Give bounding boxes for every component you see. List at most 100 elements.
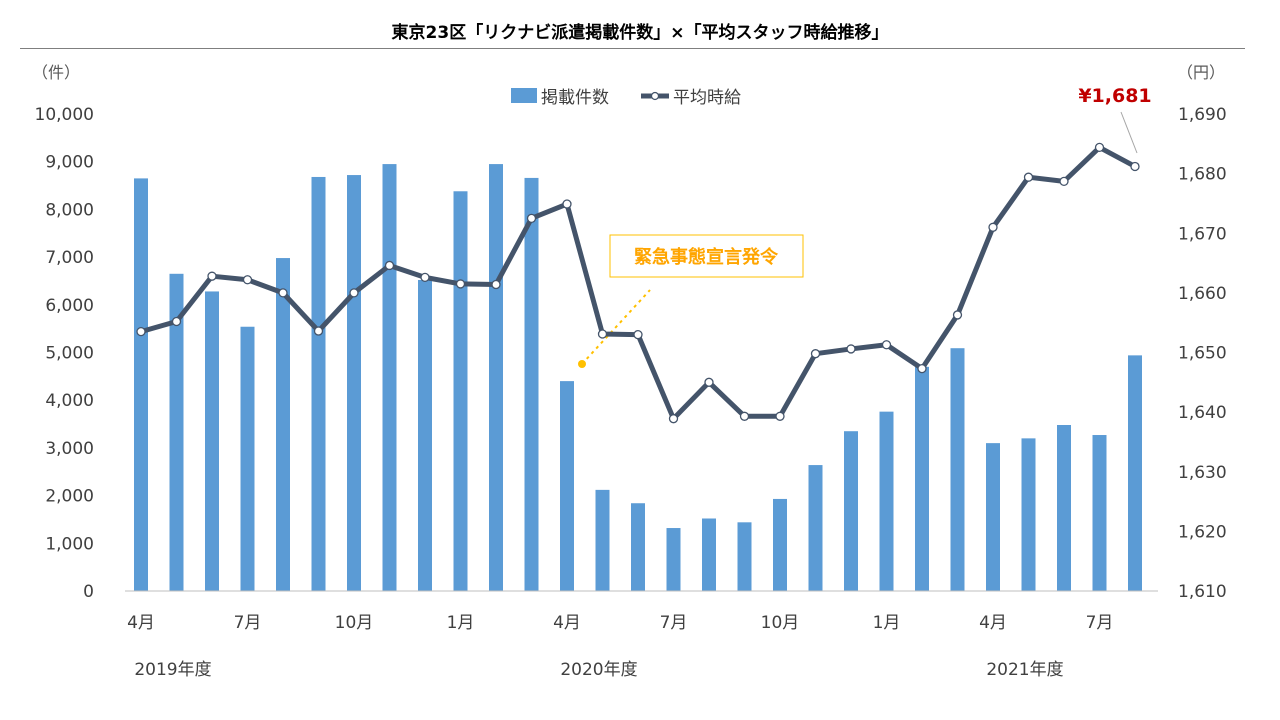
bar — [986, 443, 1000, 591]
wage-point — [1094, 142, 1105, 153]
bar — [1021, 438, 1036, 591]
wage-point — [171, 316, 182, 327]
left-axis-unit: （件） — [32, 63, 80, 82]
month-tick-label: 4月 — [127, 613, 155, 633]
right-axis-tick-label: 1,690 — [1178, 105, 1227, 125]
bar — [524, 177, 539, 591]
wage-point — [136, 326, 146, 337]
legend-bar-swatch — [511, 88, 537, 103]
left-axis-tick-label: 2,000 — [45, 487, 94, 507]
month-tick-label: 7月 — [1086, 613, 1114, 633]
right-axis-tick-label: 1,660 — [1178, 284, 1227, 304]
wage-line — [138, 144, 1138, 422]
bar — [453, 191, 468, 592]
latest-wage-annotation: ¥1,681 — [1078, 85, 1152, 154]
emergency-leader-dot — [578, 360, 586, 368]
legend: 掲載件数 平均時給 — [511, 88, 741, 108]
bar — [773, 498, 787, 591]
bar — [347, 175, 361, 591]
wage-point — [668, 414, 679, 424]
emergency-callout-text: 緊急事態宣言発令 — [634, 246, 779, 268]
bar — [311, 176, 326, 592]
wage-point — [881, 340, 892, 350]
bar — [915, 366, 929, 591]
wage-point — [1023, 172, 1034, 182]
right-axis-tick-label: 1,620 — [1178, 522, 1227, 542]
bar — [595, 489, 610, 591]
month-tick-label: 7月 — [660, 613, 688, 633]
wage-point — [704, 377, 714, 387]
emergency-leader-line — [581, 289, 651, 365]
wage-point — [455, 279, 466, 289]
right-axis-tick-label: 1,630 — [1178, 463, 1227, 483]
wage-point — [313, 326, 324, 336]
left-axis-tick-label: 8,000 — [45, 200, 94, 220]
bar — [382, 164, 397, 591]
wage-point — [846, 344, 856, 354]
bar — [560, 381, 574, 591]
left-axis-tick-label: 9,000 — [45, 153, 94, 173]
wage-point — [633, 329, 643, 340]
wage-point — [242, 275, 253, 285]
left-axis-tick-label: 1,000 — [45, 534, 94, 554]
bar — [169, 273, 184, 591]
bar — [276, 258, 290, 591]
wage-point — [420, 272, 430, 283]
bar — [240, 326, 255, 591]
bar — [418, 279, 432, 591]
month-tick-label: 10月 — [761, 613, 800, 633]
right-axis-tick-label: 1,650 — [1178, 344, 1227, 364]
wage-point — [526, 213, 537, 223]
bar — [1092, 435, 1107, 591]
bar — [205, 291, 219, 591]
month-tick-label: 1月 — [873, 613, 901, 633]
right-axis-tick-label: 1,670 — [1178, 224, 1227, 244]
wage-point — [775, 411, 785, 421]
wage-point — [278, 288, 288, 298]
left-axis-tick-label: 3,000 — [45, 439, 94, 459]
left-axis-tick-label: 5,000 — [45, 344, 94, 364]
title-divider — [20, 48, 1245, 49]
bar — [1057, 425, 1071, 591]
left-axis-tick-label: 10,000 — [35, 105, 94, 125]
right-axis-unit: （円） — [1177, 63, 1225, 82]
wage-point — [562, 199, 572, 209]
bar — [134, 178, 148, 591]
month-tick-label: 1月 — [447, 613, 475, 633]
wage-point — [491, 279, 501, 290]
fiscal-year-label: 2019年度 — [134, 660, 211, 680]
wage-point — [1059, 176, 1069, 187]
bar — [808, 465, 823, 591]
emergency-annotation: 緊急事態宣言発令 — [578, 234, 804, 368]
bar — [489, 164, 503, 591]
bar — [844, 431, 858, 591]
bar — [631, 503, 645, 591]
bar — [879, 411, 894, 591]
fiscal-year-label: 2020年度 — [560, 660, 637, 680]
bar — [666, 528, 681, 591]
wage-point — [810, 349, 821, 359]
left-axis-tick-label: 0 — [83, 582, 94, 602]
wage-point — [739, 411, 750, 421]
bar — [737, 522, 752, 591]
latest-wage-label: ¥1,681 — [1078, 85, 1151, 107]
bar — [702, 518, 716, 591]
legend-line-marker — [650, 91, 660, 101]
wage-point — [1130, 161, 1140, 172]
left-axis-tick-label: 7,000 — [45, 248, 94, 268]
month-tick-label: 4月 — [979, 613, 1007, 633]
bar — [1128, 355, 1142, 591]
wage-point — [597, 329, 608, 339]
left-axis-tick-label: 6,000 — [45, 296, 94, 316]
right-axis-tick-label: 1,610 — [1178, 582, 1227, 602]
right-axis-tick-label: 1,640 — [1178, 403, 1227, 423]
left-axis-tick-label: 4,000 — [45, 391, 94, 411]
legend-line-label: 平均時給 — [673, 88, 741, 108]
bar — [950, 348, 965, 591]
fiscal-year-label: 2021年度 — [986, 660, 1063, 680]
emergency-callout-box — [609, 234, 804, 278]
wage-point — [917, 363, 927, 374]
chart-title: 東京23区「リクナビ派遣掲載件数」×「平均スタッフ時給推移」 — [391, 23, 889, 43]
latest-wage-leader-line — [1120, 111, 1138, 154]
